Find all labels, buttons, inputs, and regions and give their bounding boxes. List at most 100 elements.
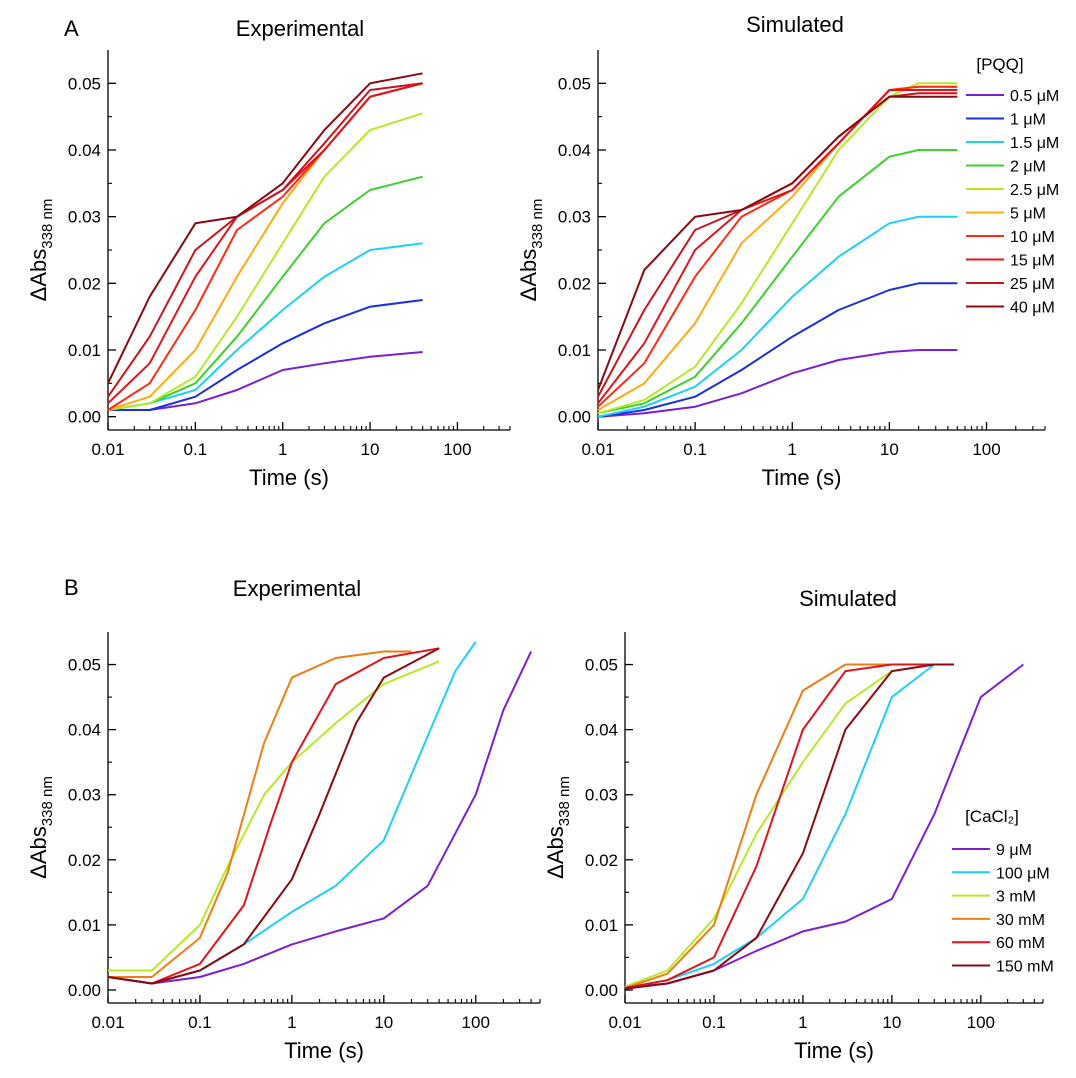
series-line (107, 112, 423, 411)
y-axis-label-sub: 338 nm (529, 199, 546, 249)
series-line (597, 349, 958, 418)
series-line (107, 647, 440, 985)
y-axis-label-main: ΔAbs (543, 826, 568, 879)
y-tick-label: 0.04 (68, 141, 101, 160)
legend: [CaCl₂] 9 μM 100 μM 3 mM 30 mM 60 mM 150 mM (952, 807, 1054, 976)
x-tick-label: 0.1 (184, 440, 208, 459)
x-tick-label: 1 (278, 440, 287, 459)
x-axis-label: Time (s) (249, 465, 329, 490)
x-tick-label: 0.01 (91, 1013, 124, 1032)
x-tick-label: 100 (967, 1013, 995, 1032)
legend-label: 25 μM (1010, 276, 1055, 293)
series-line (597, 89, 958, 404)
x-axis-label: Time (s) (284, 1038, 364, 1063)
series-line (624, 663, 954, 988)
chart-B-experimental: Experimental 0.00 0.01 0.02 0.03 0.04 0.05 0.01… (26, 576, 541, 1063)
series-line (107, 651, 533, 985)
x-tick-label: 0.1 (683, 440, 707, 459)
series-line (624, 663, 954, 989)
series-line (597, 149, 958, 415)
series-line (597, 215, 958, 418)
y-tick-label: 0.00 (68, 408, 101, 427)
x-axis-label: Time (s) (794, 1038, 874, 1063)
y-tick-label: 0.02 (585, 851, 618, 870)
x-tick-label: 1 (287, 1013, 296, 1032)
x-tick-label: 10 (361, 440, 380, 459)
y-tick-label: 0.04 (68, 721, 101, 740)
series-line (108, 299, 423, 411)
y-tick-label: 0.04 (585, 721, 618, 740)
series-line (597, 95, 958, 391)
y-tick-label: 0.03 (68, 208, 101, 227)
series-line (108, 660, 440, 972)
y-tick-label: 0.00 (585, 981, 618, 1000)
series-line (624, 663, 1024, 989)
x-tick-label: 10 (880, 440, 899, 459)
series-line (624, 663, 954, 989)
y-tick-label: 0.02 (68, 851, 101, 870)
y-axis-label-main: ΔAbs (26, 826, 51, 879)
y-tick-label: 0.05 (585, 656, 618, 675)
series-line (597, 82, 958, 415)
series-line (107, 641, 477, 985)
chart-A-experimental: Experimental 0.00 0.01 0.02 0.03 0.04 0.05 0.01… (26, 16, 511, 490)
series-line (108, 650, 412, 978)
series-line (107, 72, 423, 384)
legend-label: 100 μM (996, 865, 1050, 882)
y-tick-label: 0.00 (68, 981, 101, 1000)
x-tick-label: 10 (882, 1013, 901, 1032)
y-tick-label: 0.05 (558, 74, 591, 93)
legend-label: 10 μM (1010, 229, 1055, 246)
y-tick-label: 0.05 (68, 74, 101, 93)
y-axis-label-sub: 338 nm (39, 199, 56, 249)
y-axis-label-main: ΔAbs (26, 249, 51, 302)
legend-label: 15 μM (1010, 253, 1055, 270)
x-tick-label: 0.01 (91, 440, 124, 459)
legend-label: 1.5 μM (1010, 135, 1059, 152)
y-tick-label: 0.04 (558, 141, 591, 160)
legend-label: 3 mM (996, 889, 1036, 906)
x-tick-label: 1 (788, 440, 797, 459)
chart-title: Simulated (799, 586, 897, 611)
y-axis-label-main: ΔAbs (516, 249, 541, 302)
legend-label: 150 mM (996, 959, 1054, 976)
y-tick-label: 0.03 (558, 208, 591, 227)
chart-title: Experimental (233, 576, 361, 601)
legend-label: 40 μM (1010, 300, 1055, 317)
legend-label: 9 μM (996, 842, 1032, 859)
y-axis-label-sub: 338 nm (39, 776, 56, 826)
y-tick-label: 0.00 (558, 408, 591, 427)
x-tick-label: 100 (462, 1013, 490, 1032)
y-tick-label: 0.02 (68, 274, 101, 293)
series-line (107, 647, 440, 985)
y-tick-label: 0.01 (585, 916, 618, 935)
legend-label: 2.5 μM (1010, 182, 1059, 199)
chart-title: Simulated (746, 12, 844, 37)
chart-B-simulated: Simulated 0.00 0.01 0.02 0.03 0.04 0.05 0.01 0.1… (543, 586, 1054, 1063)
y-tick-label: 0.03 (585, 786, 618, 805)
series-line (597, 282, 958, 418)
x-tick-label: 0.1 (188, 1013, 212, 1032)
y-tick-label: 0.03 (68, 786, 101, 805)
legend-label: 2 μM (1010, 159, 1046, 176)
series-line (624, 663, 954, 990)
legend-label: 0.5 μM (1010, 88, 1059, 105)
y-axis-label-sub: 338 nm (556, 776, 573, 826)
x-tick-label: 100 (443, 440, 471, 459)
x-tick-label: 0.01 (581, 440, 614, 459)
series-line (107, 82, 423, 398)
x-tick-label: 10 (374, 1013, 393, 1032)
series-line (624, 663, 954, 989)
series-line (597, 85, 958, 411)
y-tick-label: 0.02 (558, 274, 591, 293)
x-tick-label: 1 (798, 1013, 807, 1032)
series-line (107, 242, 423, 411)
y-tick-label: 0.05 (68, 656, 101, 675)
legend: [PQQ] 0.5 μM 1 μM 1.5 μM 2 μM 2.5 μM 5 μM 10 μM… (966, 55, 1059, 317)
chart-title: Experimental (236, 16, 364, 41)
chart-A-simulated: Simulated 0.00 0.01 0.02 0.03 0.04 0.05 0.01 0.1… (516, 12, 1059, 490)
y-axis-label: ΔAbs338 nm (516, 199, 546, 302)
y-tick-label: 0.01 (68, 916, 101, 935)
legend-label: 1 μM (1010, 112, 1046, 129)
